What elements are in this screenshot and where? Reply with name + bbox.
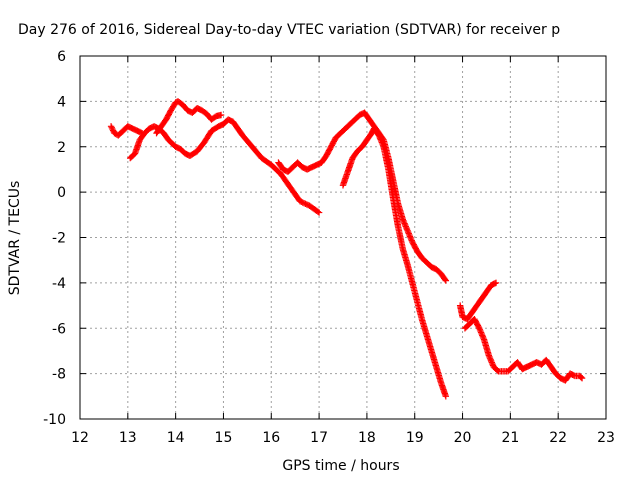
data-point	[492, 279, 500, 287]
data-point	[441, 276, 449, 283]
data-point	[442, 393, 450, 400]
chart-title: Day 276 of 2016, Sidereal Day-to-day VTE…	[18, 22, 560, 38]
plot-frame	[79, 55, 607, 420]
data-point	[442, 277, 450, 284]
y-tick-label: -4	[52, 276, 66, 292]
x-axis-title: GPS time / hours	[282, 458, 399, 474]
x-tick-label: 16	[262, 430, 280, 446]
x-tick-label: 18	[358, 430, 376, 446]
data-point	[578, 374, 586, 382]
y-axis-title: SDTVAR / TECUs	[7, 181, 23, 296]
x-tick-label: 17	[310, 430, 328, 446]
data-series-segment	[339, 125, 450, 400]
axes: 12 13 14 15 16 17 18 19 20 21 22 23 -10 -8 -6 -4 -2 0 2 4 6	[43, 49, 615, 446]
data-series-segment	[275, 109, 450, 284]
y-tick-label: -6	[52, 321, 66, 337]
x-tick-label: 22	[549, 430, 567, 446]
y-tick-label: 4	[57, 94, 66, 110]
x-tick-label: 15	[215, 430, 233, 446]
x-tick-label: 23	[597, 430, 615, 446]
grid	[80, 56, 606, 419]
x-tick-label: 21	[501, 430, 519, 446]
x-tick-label: 19	[406, 430, 424, 446]
y-tick-label: -2	[52, 231, 66, 247]
data-point	[315, 209, 323, 216]
data-series-segment	[456, 279, 500, 323]
x-tick-label: 13	[119, 430, 137, 446]
y-tick-label: 0	[57, 185, 66, 201]
data-series-segment	[153, 98, 225, 137]
y-tick-label: -10	[43, 412, 66, 428]
data-point	[217, 111, 225, 119]
data-series-segment	[107, 123, 146, 139]
data-point	[578, 374, 585, 381]
data-points	[107, 98, 586, 400]
x-tick-label: 12	[71, 430, 89, 446]
y-tick-label: 2	[57, 140, 66, 156]
y-tick-label: 6	[57, 49, 66, 65]
data-point	[314, 208, 322, 215]
data-series-segment	[461, 315, 586, 384]
x-tick-label: 20	[454, 430, 472, 446]
y-tick-label: -8	[52, 367, 66, 383]
x-tick-label: 14	[167, 430, 185, 446]
